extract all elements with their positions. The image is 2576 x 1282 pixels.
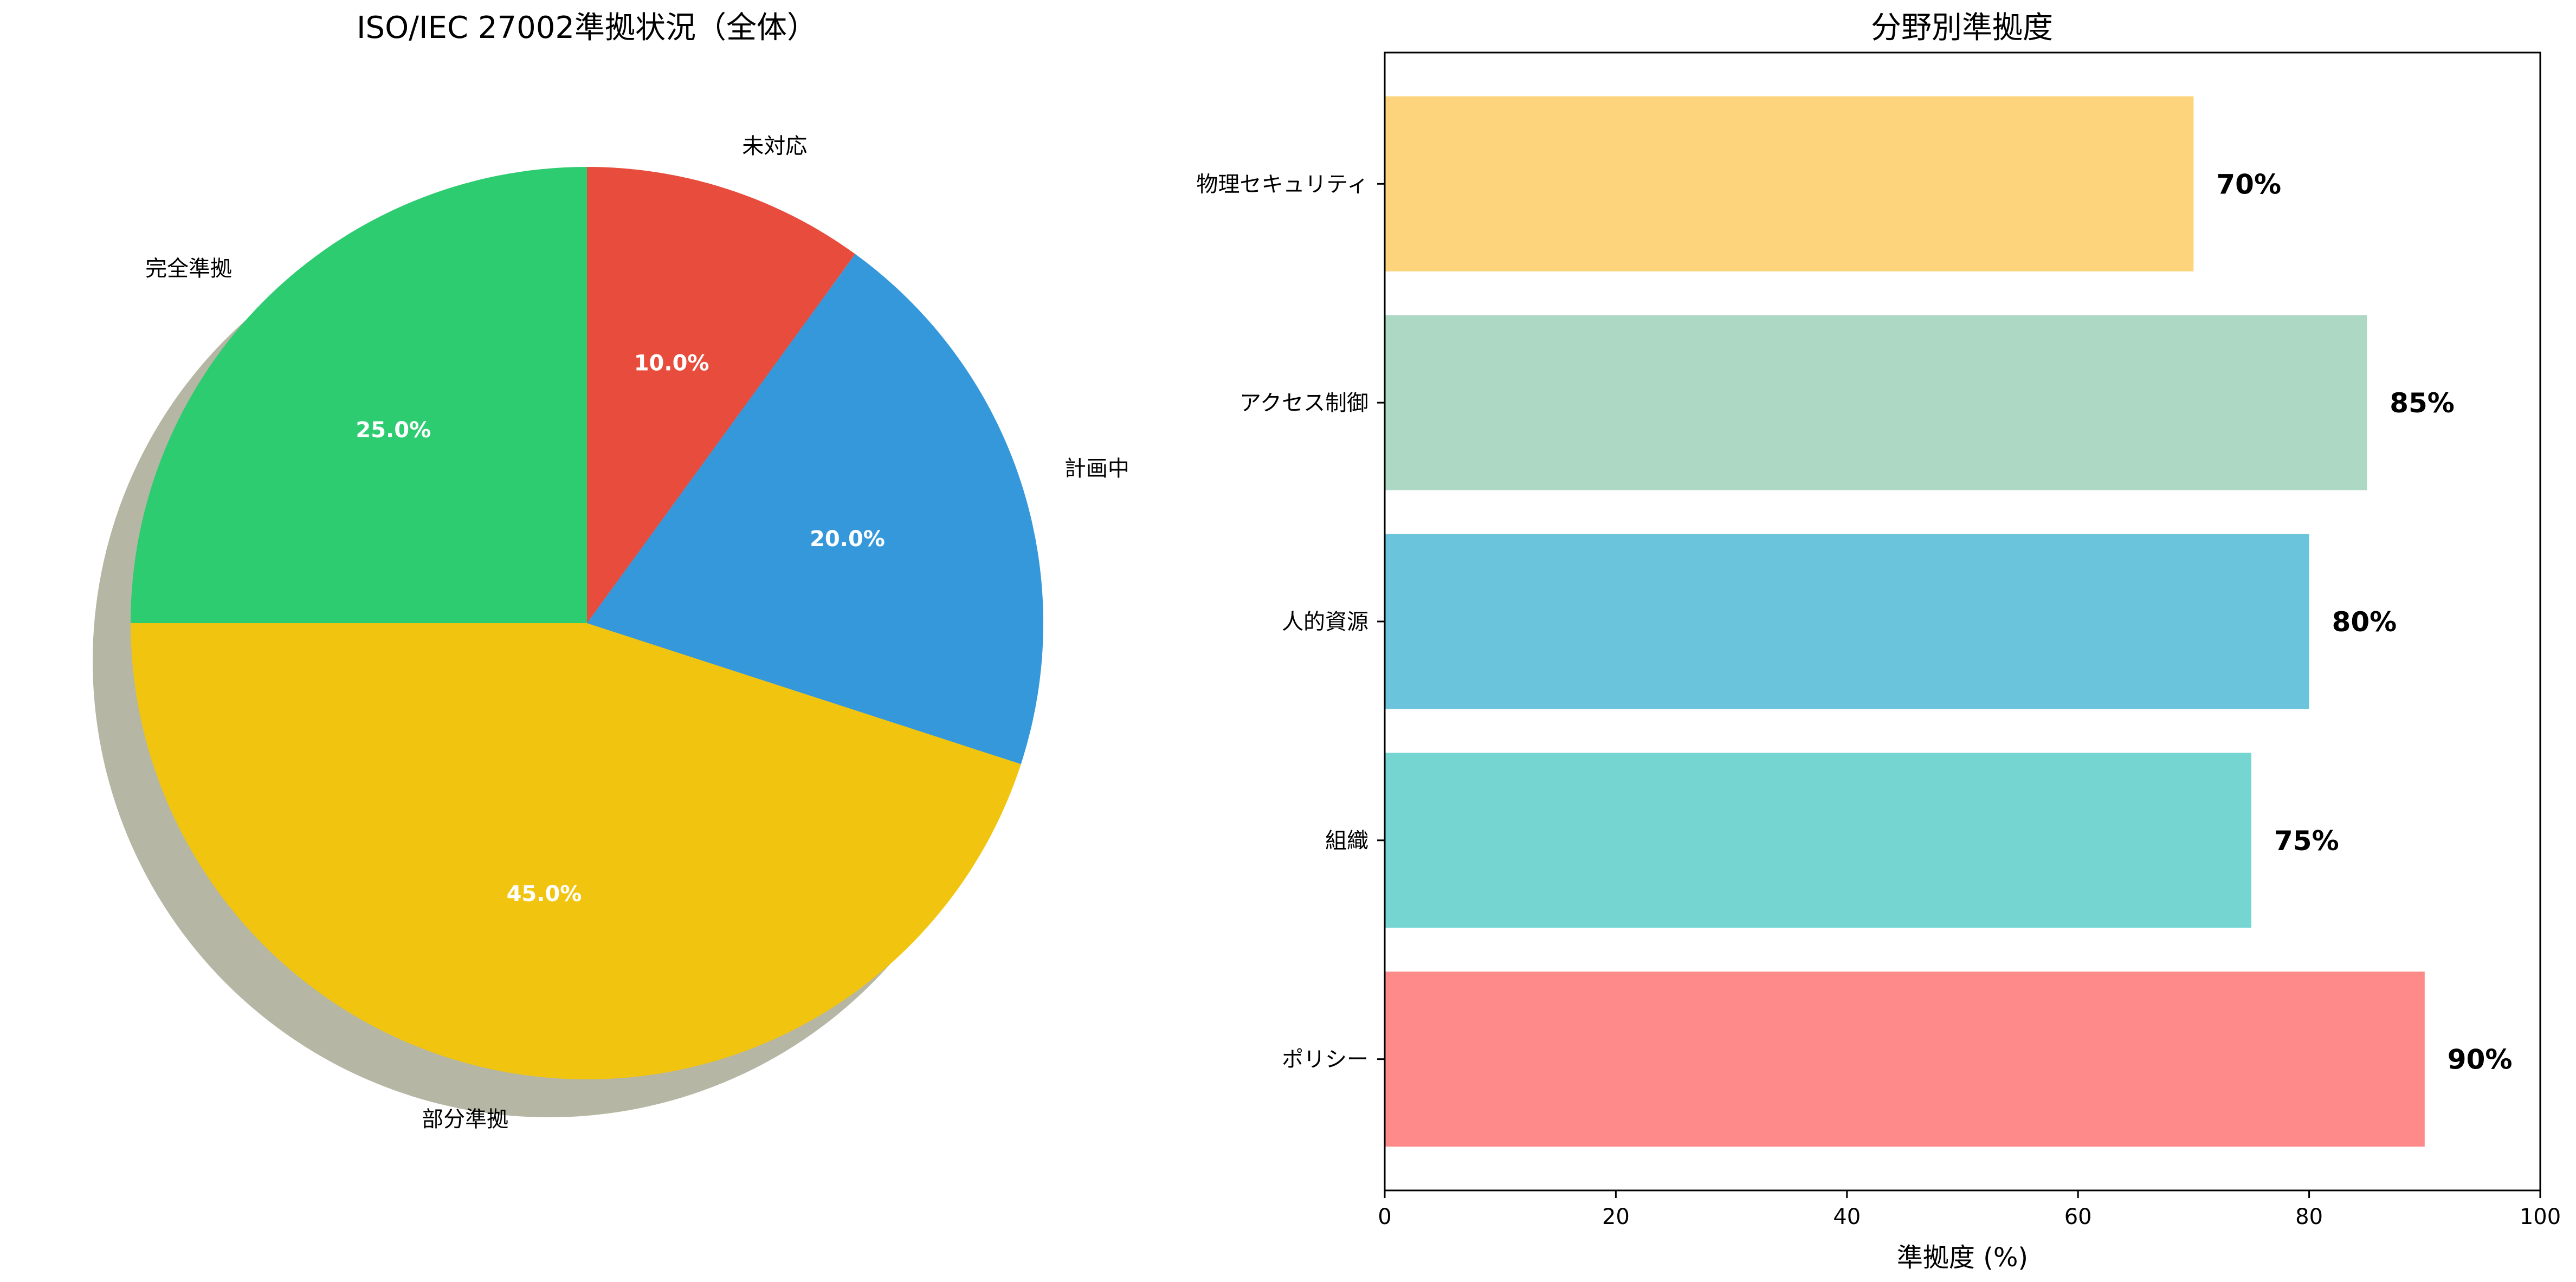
pie-slice-percent-4: 10.0% xyxy=(634,351,709,376)
pie-slice-3 xyxy=(587,254,1044,765)
bar-y-tick-label-5: 物理セキュリティ xyxy=(1196,172,1368,197)
bar-x-ticks: 0 20 40 60 80 100 xyxy=(1378,1190,2561,1229)
pie-slice-1 xyxy=(131,167,587,623)
bar-marks: 90% 75% 80% 85% 70% xyxy=(1385,96,2512,1147)
bar-y-tick-label-4: アクセス制御 xyxy=(1239,391,1368,416)
pie-labels: 完全準拠 25.0% 部分準拠 45.0% 計画中 20.0% 未対応 10.0% xyxy=(145,134,1129,1132)
bar-x-tick-label-1: 0 xyxy=(1378,1205,1391,1229)
bar-y-tick-label-2: 組織 xyxy=(1325,828,1368,853)
pie-slice-4 xyxy=(587,167,855,623)
bar-x-tick-label-5: 80 xyxy=(2295,1205,2323,1229)
bar-chart-title: 分野別準拠度 xyxy=(1871,10,2053,46)
bar-value-label-3: 80% xyxy=(2332,606,2397,638)
bar-x-tick-label-6: 100 xyxy=(2520,1205,2561,1229)
bar-chart: 分野別準拠度 90% 75% 80% 85% 70% 0 20 40 60 80 100 ポリシー… xyxy=(1196,10,2561,1273)
pie-slice-label-2: 部分準拠 xyxy=(422,1107,508,1132)
bar-x-tick-label-3: 40 xyxy=(1833,1205,1861,1229)
bar-value-label-5: 70% xyxy=(2216,169,2281,200)
bar-4 xyxy=(1385,315,2367,490)
bar-value-label-4: 85% xyxy=(2390,387,2455,419)
pie-slice-percent-2: 45.0% xyxy=(507,882,582,907)
pie-slice-percent-3: 20.0% xyxy=(810,527,885,552)
pie-slice-percent-1: 25.0% xyxy=(356,418,431,443)
bar-y-ticks: ポリシー 組織 人的資源 アクセス制御 物理セキュリティ xyxy=(1196,172,1385,1072)
bar-x-tick-label-2: 20 xyxy=(1602,1205,1630,1229)
bar-axes-frame xyxy=(1384,51,2541,1192)
bar-value-label-2: 75% xyxy=(2274,825,2339,857)
bar-5 xyxy=(1385,96,2194,271)
pie-slice-label-1: 完全準拠 xyxy=(145,256,232,281)
bar-y-tick-label-1: ポリシー xyxy=(1282,1047,1368,1072)
bar-3 xyxy=(1385,534,2309,709)
bar-1 xyxy=(1385,972,2425,1147)
bar-2 xyxy=(1385,753,2251,928)
pie-slice-2 xyxy=(131,623,1021,1080)
bar-x-tick-label-4: 60 xyxy=(2064,1205,2092,1229)
pie-slice-label-4: 未対応 xyxy=(742,134,807,159)
pie-chart-title: ISO/IEC 27002準拠状況（全体） xyxy=(357,10,817,46)
pie-chart: ISO/IEC 27002準拠状況（全体） 完全準拠 25.0% 部分準拠 45.0%… xyxy=(93,10,1129,1132)
bar-value-label-1: 90% xyxy=(2448,1044,2513,1076)
pie-slices xyxy=(131,167,1044,1080)
pie-slice-label-3: 計画中 xyxy=(1064,456,1129,481)
bar-x-axis-label: 準拠度 (%) xyxy=(1897,1242,2028,1273)
bar-y-tick-label-3: 人的資源 xyxy=(1282,610,1368,634)
